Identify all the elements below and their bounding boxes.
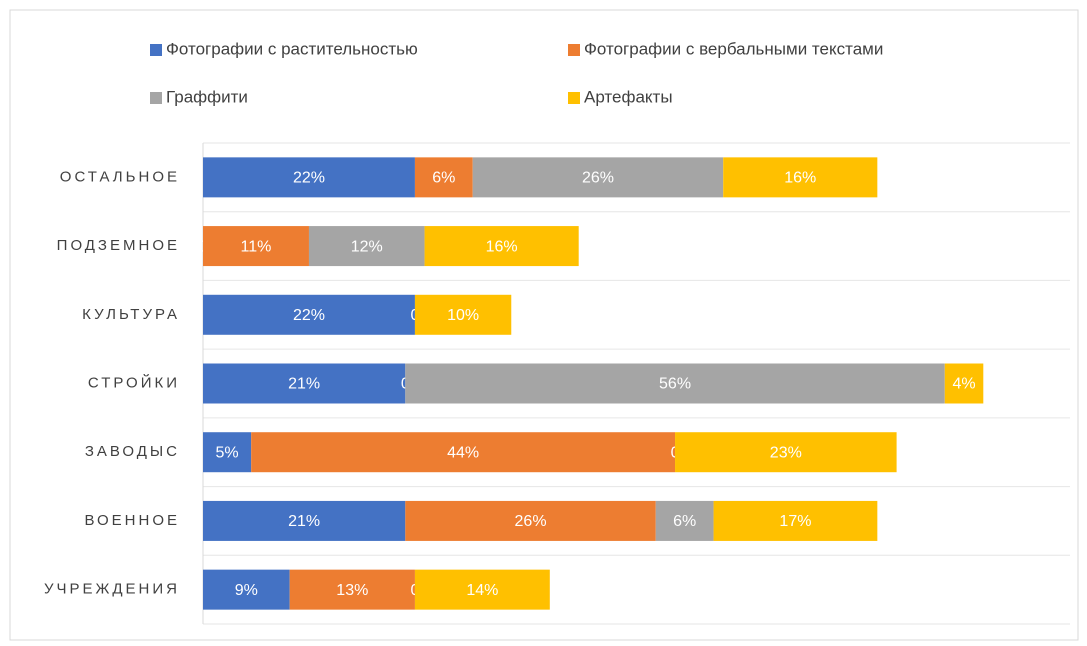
category-label: КУЛЬТУРА <box>82 306 180 323</box>
bar-segment <box>414 294 512 335</box>
category-label: ОСТАЛЬНОЕ <box>60 168 180 185</box>
data-label: 22% <box>293 170 325 187</box>
data-label: 5% <box>216 444 239 461</box>
bar-segment <box>414 569 550 610</box>
data-label: 11% <box>241 238 272 255</box>
data-label: 13% <box>336 582 368 599</box>
bar-segment <box>675 432 897 473</box>
bar-segment <box>203 226 309 267</box>
category-label: ПОДЗЕМНОЕ <box>57 237 180 254</box>
bar-segment <box>251 432 676 473</box>
data-label: 56% <box>659 376 691 393</box>
bar-segment <box>405 500 656 541</box>
bar-segment <box>472 157 724 198</box>
bar-segment <box>405 363 945 404</box>
legend-label: Артефакты <box>584 87 673 106</box>
category-label: ЗАВОДЫС <box>85 443 180 460</box>
legend-label: Фотографии с растительностью <box>166 39 418 58</box>
bar-segment <box>655 500 714 541</box>
bar-segment <box>203 363 406 404</box>
legend-swatch <box>150 44 162 56</box>
data-label: 4% <box>952 376 975 393</box>
legend-label: Граффити <box>166 87 248 106</box>
category-label: ВОЕННОЕ <box>84 512 180 529</box>
legend-swatch <box>150 92 162 104</box>
category-label: СТРОЙКИ <box>88 373 180 391</box>
bar-segment <box>414 157 473 198</box>
data-label: 6% <box>432 170 455 187</box>
bar-segment <box>424 226 579 267</box>
data-label: 44% <box>447 444 479 461</box>
data-label: 22% <box>293 307 325 324</box>
bar-segment <box>723 157 878 198</box>
data-label: 23% <box>770 444 802 461</box>
legend-swatch <box>568 44 580 56</box>
data-label: 21% <box>288 513 320 530</box>
data-label: 17% <box>779 513 811 530</box>
data-label: 9% <box>235 582 258 599</box>
data-label: 10% <box>447 307 479 324</box>
bar-segment <box>203 294 415 335</box>
bar-segment <box>203 500 406 541</box>
bar-segment <box>944 363 984 404</box>
data-label: 16% <box>784 170 816 187</box>
data-label: 16% <box>486 238 518 255</box>
bar-segment <box>289 569 415 610</box>
data-label: 21% <box>288 376 320 393</box>
bar-segment <box>308 226 425 267</box>
data-label: 26% <box>582 170 614 187</box>
legend-swatch <box>568 92 580 104</box>
data-label: 12% <box>351 238 383 255</box>
data-label: 26% <box>515 513 547 530</box>
data-label: 14% <box>466 582 498 599</box>
data-label: 6% <box>673 513 696 530</box>
category-label: УЧРЕЖДЕНИЯ <box>44 581 180 598</box>
bar-segment <box>203 569 290 610</box>
legend-label: Фотографии с вербальными текстами <box>584 39 883 58</box>
bar-segment <box>713 500 878 541</box>
bar-segment <box>203 157 415 198</box>
bar-segment <box>203 432 252 473</box>
